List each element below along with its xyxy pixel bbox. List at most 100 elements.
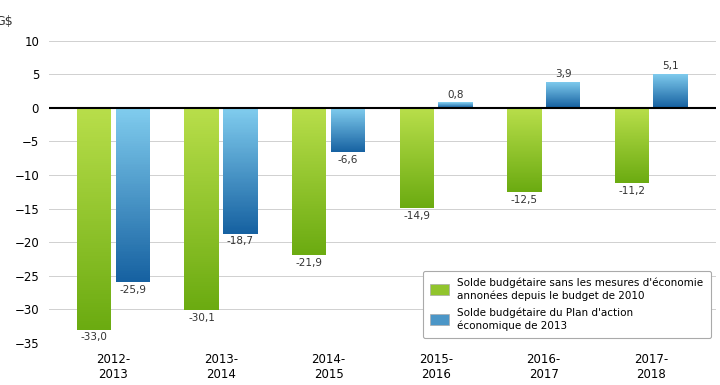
Bar (115, 148, 150, 150)
Bar (330, 142, 365, 143)
Bar (223, 199, 258, 201)
Bar (223, 177, 258, 178)
Bar (400, 180, 434, 181)
Bar (77, 316, 111, 318)
Bar (77, 254, 111, 256)
Bar (184, 292, 219, 294)
Bar (115, 256, 150, 258)
Bar (184, 172, 219, 174)
Bar (77, 192, 111, 194)
Bar (115, 223, 150, 224)
Bar (184, 169, 219, 171)
Bar (77, 228, 111, 230)
Bar (77, 216, 111, 219)
Bar (615, 162, 649, 163)
Bar (77, 159, 111, 161)
Bar (223, 123, 258, 124)
Bar (400, 156, 434, 157)
Bar (507, 146, 541, 147)
Bar (615, 123, 649, 124)
Bar (615, 152, 649, 153)
Bar (400, 201, 434, 202)
Bar (400, 160, 434, 161)
Bar (184, 261, 219, 264)
Bar (184, 142, 219, 144)
Bar (115, 266, 150, 268)
Bar (115, 174, 150, 176)
Bar (184, 201, 219, 203)
Bar (223, 184, 258, 186)
Bar (615, 111, 649, 112)
Bar (330, 144, 365, 145)
Bar (400, 198, 434, 199)
Bar (184, 300, 219, 302)
Bar (400, 155, 434, 156)
Bar (184, 193, 219, 195)
Bar (330, 123, 365, 124)
Bar (400, 164, 434, 165)
Bar (223, 151, 258, 152)
Bar (507, 157, 541, 158)
Bar (507, 118, 541, 119)
Bar (115, 204, 150, 205)
Bar (615, 142, 649, 143)
Bar (292, 121, 326, 122)
Bar (507, 158, 541, 159)
Bar (292, 202, 326, 204)
Bar (400, 142, 434, 143)
Bar (330, 128, 365, 129)
Bar (223, 131, 258, 132)
Bar (184, 233, 219, 235)
Bar (223, 225, 258, 226)
Bar (507, 170, 541, 171)
Bar (184, 116, 219, 118)
Bar (615, 155, 649, 156)
Bar (223, 201, 258, 202)
Bar (400, 135, 434, 136)
Bar (77, 108, 111, 110)
Bar (615, 161, 649, 162)
Bar (507, 167, 541, 168)
Bar (223, 109, 258, 110)
Bar (77, 163, 111, 166)
Bar (615, 138, 649, 139)
Bar (115, 270, 150, 271)
Bar (77, 161, 111, 163)
Bar (292, 172, 326, 174)
Bar (184, 231, 219, 233)
Bar (184, 197, 219, 199)
Bar (115, 137, 150, 139)
Bar (400, 150, 434, 151)
Bar (223, 114, 258, 116)
Bar (77, 325, 111, 328)
Bar (184, 245, 219, 248)
Bar (292, 115, 326, 117)
Bar (115, 191, 150, 193)
Bar (615, 173, 649, 174)
Bar (400, 138, 434, 139)
Bar (223, 193, 258, 194)
Bar (615, 182, 649, 183)
Bar (400, 151, 434, 152)
Bar (115, 167, 150, 169)
Bar (115, 238, 150, 240)
Bar (292, 162, 326, 164)
Bar (292, 151, 326, 152)
Bar (184, 120, 219, 122)
Bar (77, 245, 111, 248)
Bar (292, 240, 326, 242)
Bar (400, 109, 434, 110)
Bar (77, 170, 111, 172)
Bar (507, 163, 541, 164)
Bar (400, 207, 434, 208)
Bar (184, 203, 219, 205)
Bar (400, 171, 434, 172)
Bar (223, 110, 258, 112)
Bar (223, 187, 258, 188)
Bar (400, 125, 434, 126)
Bar (507, 177, 541, 178)
Bar (292, 243, 326, 245)
Bar (223, 156, 258, 157)
Bar (400, 112, 434, 113)
Bar (223, 179, 258, 181)
